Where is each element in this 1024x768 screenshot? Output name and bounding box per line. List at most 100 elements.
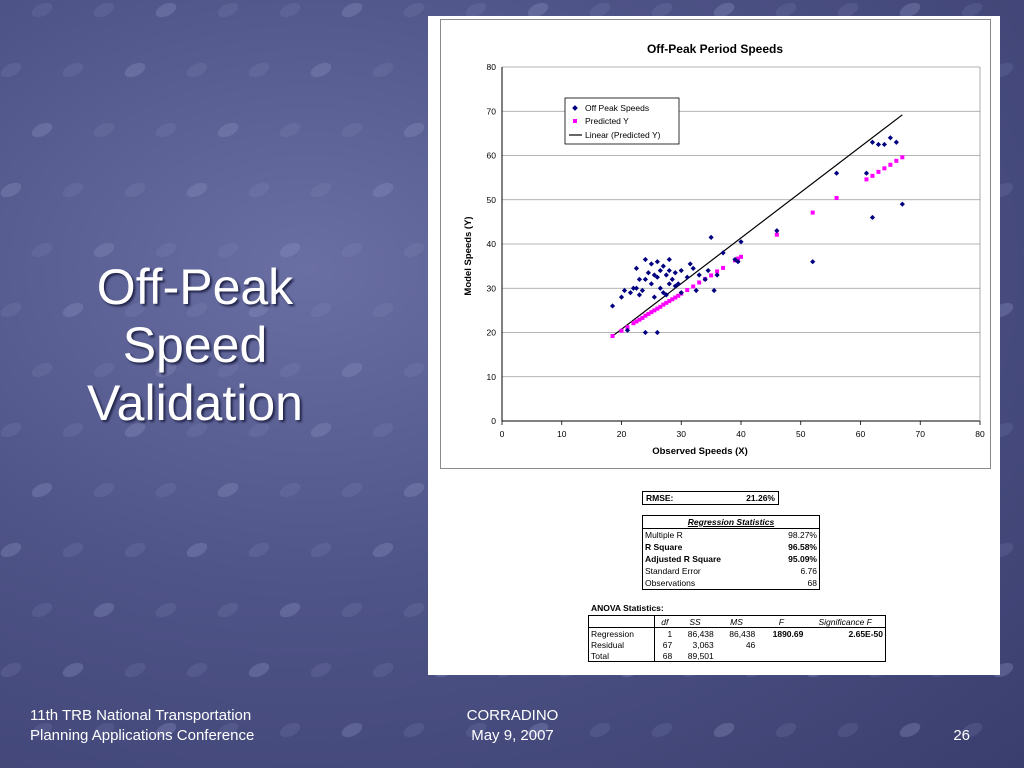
background-dot: [279, 122, 301, 138]
y-tick-label: 30: [487, 283, 497, 293]
observed-point: [648, 261, 654, 267]
observed-point: [636, 292, 643, 298]
background-dot: [124, 302, 146, 318]
background-dot: [0, 542, 22, 558]
anova-cell: 1890.69: [772, 628, 804, 639]
background-dot: [403, 2, 425, 18]
anova-cell: 89,501: [687, 650, 714, 661]
anova-cell: [757, 639, 805, 650]
y-axis-label: Model Speeds (Y): [463, 216, 474, 295]
table-row: Residual 67 3,063 46: [588, 639, 886, 650]
observed-point: [684, 274, 690, 280]
legend-marker-observed: [572, 105, 578, 111]
page-number: 26: [953, 727, 970, 744]
observed-point: [893, 139, 899, 145]
x-tick-label: 0: [500, 429, 505, 439]
background-dot: [310, 182, 332, 198]
footer-author-date: CORRADINO May 9, 2007: [440, 706, 585, 746]
background-dot: [62, 62, 84, 78]
background-dot: [186, 542, 208, 558]
reg-label: Adjusted R Square: [645, 554, 722, 564]
footer-left-line-1: 11th TRB National Transportation: [30, 707, 252, 724]
x-tick-label: 60: [856, 429, 866, 439]
background-dot: [310, 542, 332, 558]
observed-point: [672, 270, 678, 276]
background-dot: [93, 362, 115, 378]
x-tick-label: 40: [736, 429, 746, 439]
background-dot: [310, 62, 332, 78]
predicted-point: [652, 308, 657, 313]
observed-point: [648, 281, 654, 287]
background-dot: [155, 362, 177, 378]
background-dot: [93, 122, 115, 138]
background-dot: [186, 182, 208, 198]
anova-header-row: df SS MS F Significance F: [588, 615, 886, 628]
background-dot: [372, 422, 394, 438]
observed-point: [633, 285, 640, 291]
predicted-point: [715, 269, 720, 274]
predicted-point: [667, 299, 672, 304]
predicted-point: [610, 334, 615, 339]
y-tick-label: 20: [487, 328, 497, 338]
y-tick-label: 70: [487, 106, 497, 116]
background-dot: [248, 302, 270, 318]
background-dot: [217, 122, 239, 138]
anova-caption: ANOVA Statistics:: [591, 603, 664, 613]
anova-cell: 46: [745, 639, 756, 650]
observed-point: [863, 170, 870, 176]
observed-point: [651, 294, 657, 300]
observed-point: [774, 228, 780, 234]
table-row: R Square 96.58%: [643, 541, 820, 553]
background-dot: [527, 722, 549, 738]
background-dot: [0, 62, 22, 78]
observed-point: [678, 290, 684, 296]
observed-point: [810, 259, 816, 265]
background-dot: [217, 602, 239, 618]
reg-value: 6.76: [800, 566, 817, 576]
anova-header: F: [757, 615, 806, 628]
background-dot: [961, 722, 983, 738]
background-dot: [279, 362, 301, 378]
predicted-point: [658, 304, 663, 309]
background-dot: [155, 2, 177, 18]
x-tick-label: 10: [557, 429, 567, 439]
background-dot: [341, 2, 363, 18]
rmse-value: 21.26%: [746, 493, 775, 503]
x-tick-label: 50: [796, 429, 806, 439]
x-tick-label: 70: [916, 429, 926, 439]
background-dot: [372, 62, 394, 78]
background-dot: [62, 662, 84, 678]
background-dot: [372, 302, 394, 318]
predicted-point: [643, 313, 648, 318]
chart-title: Off-Peak Period Speeds: [647, 42, 783, 56]
observed-point: [705, 267, 711, 274]
background-dot: [186, 302, 208, 318]
linear-trend-line: [612, 114, 903, 337]
background-dot: [124, 422, 146, 438]
predicted-point: [655, 306, 660, 311]
background-dot: [651, 2, 673, 18]
predicted-point: [673, 295, 678, 300]
background-dot: [248, 422, 270, 438]
background-dot: [0, 182, 22, 198]
observed-point: [663, 292, 669, 298]
footer-center-line-2: May 9, 2007: [471, 727, 554, 744]
observed-point: [618, 294, 625, 300]
background-dot: [217, 362, 239, 378]
x-tick-label: 80: [975, 429, 985, 439]
anova-cell: Total: [588, 650, 656, 662]
anova-cell: 86,438: [729, 628, 756, 639]
anova-header: MS: [715, 615, 758, 628]
background-dot: [31, 482, 53, 498]
observed-point: [834, 170, 840, 176]
background-dot: [93, 242, 115, 258]
background-dot: [155, 482, 177, 498]
legend-marker-predicted: [573, 119, 577, 123]
observed-point: [687, 261, 693, 267]
predicted-point: [664, 300, 669, 305]
background-dot: [186, 62, 208, 78]
predicted-point: [876, 169, 881, 174]
anova-table: df SS MS F Significance F Regression 1 8…: [588, 615, 886, 662]
background-dot: [31, 362, 53, 378]
background-dot: [372, 542, 394, 558]
